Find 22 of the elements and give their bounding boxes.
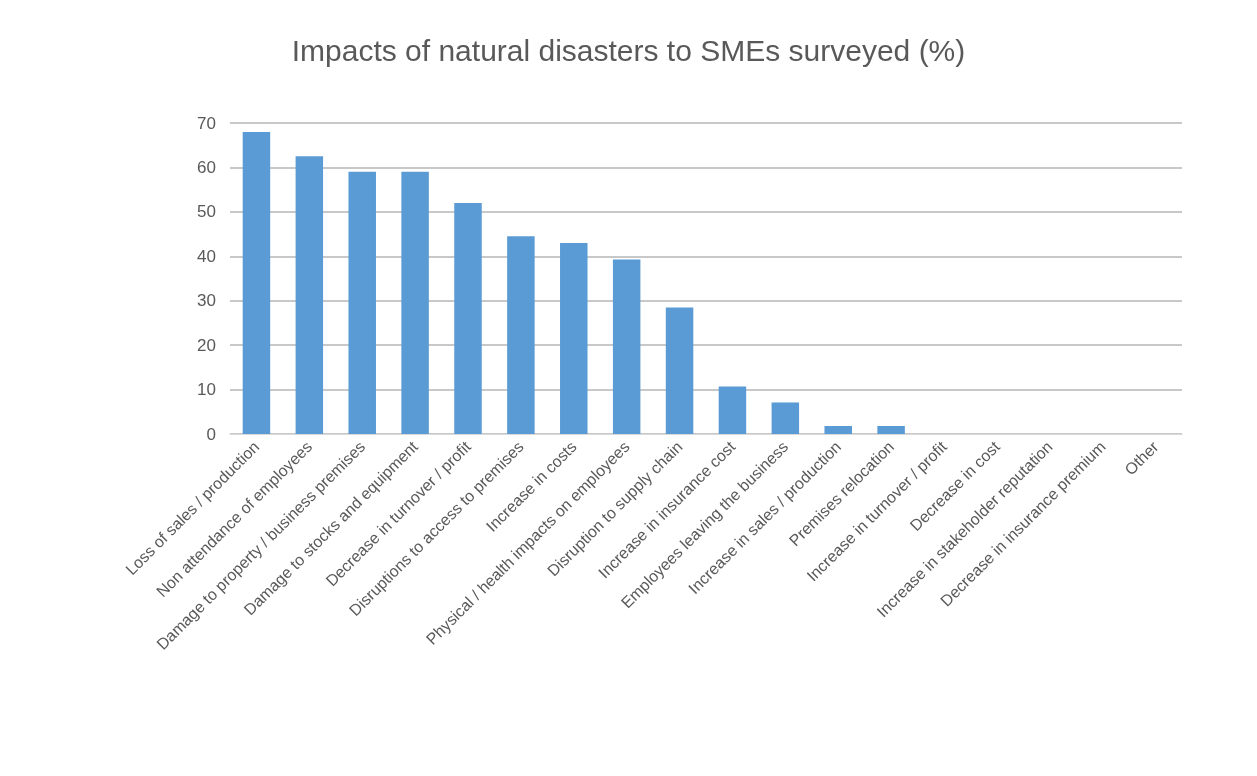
- bar: [824, 426, 852, 434]
- y-tick-label: 10: [197, 380, 216, 400]
- bar: [771, 402, 800, 434]
- bar: [454, 202, 482, 434]
- bar: [295, 156, 324, 434]
- bar: [612, 259, 641, 434]
- y-tick-label: 50: [197, 202, 216, 222]
- bar: [242, 131, 271, 434]
- y-tick-label: 20: [197, 335, 216, 355]
- bar: [718, 386, 747, 434]
- bar: [507, 236, 535, 434]
- bar: [560, 242, 588, 434]
- chart-title: Impacts of natural disasters to SMEs surveyed (%): [291, 33, 966, 67]
- bar: [348, 171, 376, 434]
- y-tick-label: 70: [197, 113, 216, 133]
- y-tick-label: 60: [197, 157, 216, 177]
- bar: [665, 307, 694, 434]
- y-tick-label: 0: [206, 424, 216, 444]
- bar: [877, 426, 905, 434]
- y-tick-label: 40: [197, 246, 216, 266]
- bar: [401, 171, 429, 434]
- y-tick-label: 30: [197, 291, 216, 311]
